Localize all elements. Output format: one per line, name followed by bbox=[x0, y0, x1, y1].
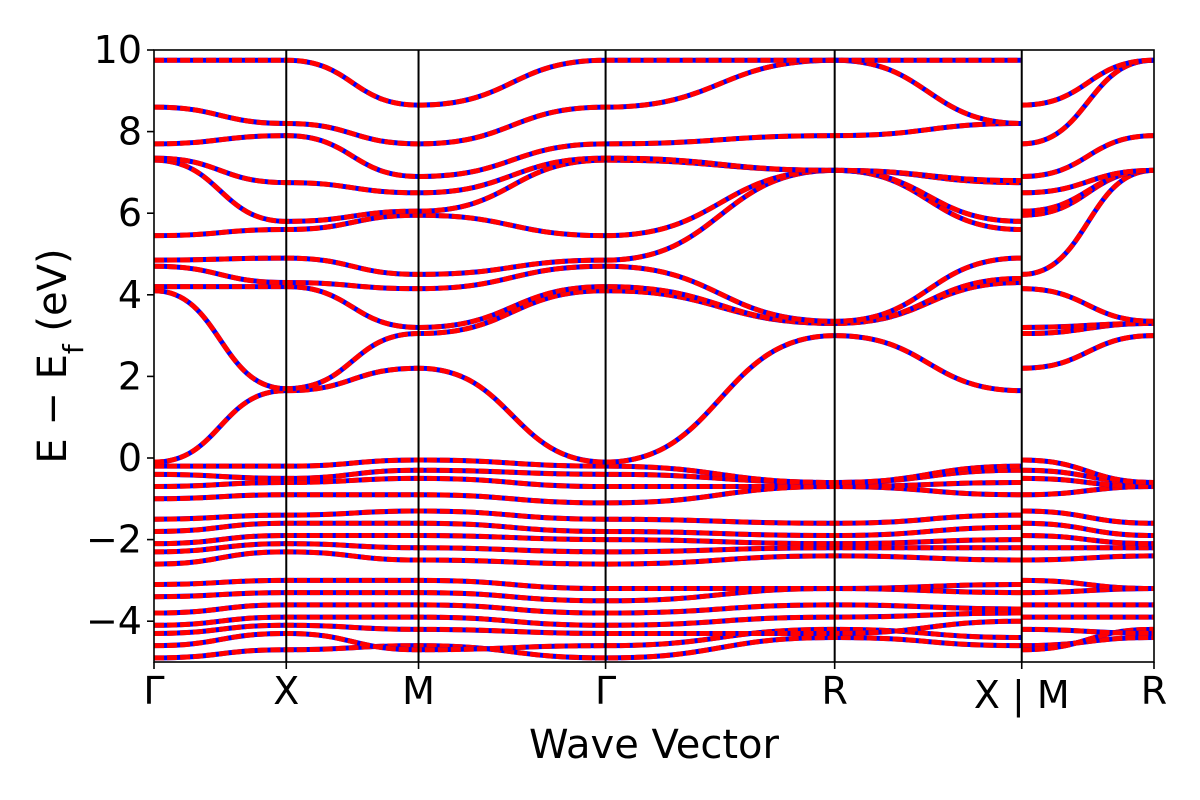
y-tick-label: 4 bbox=[118, 273, 142, 317]
kpoint-label: Γ bbox=[143, 669, 164, 713]
x-axis-title: Wave Vector bbox=[529, 722, 780, 768]
y-tick-label: 10 bbox=[94, 28, 142, 72]
y-axis-title-main: E − E bbox=[30, 354, 76, 464]
band-7-seg-0-red bbox=[154, 549, 1022, 567]
band-6-seg-1-red bbox=[1021, 577, 1154, 592]
y-tick-label: −2 bbox=[86, 518, 142, 562]
y-tick-label: −4 bbox=[86, 599, 142, 643]
y-axis-title-subscript: f bbox=[57, 343, 90, 354]
band-15-seg-1-red bbox=[1021, 457, 1154, 485]
band-9-seg-1-red bbox=[1021, 533, 1154, 547]
y-tick-label: 0 bbox=[118, 436, 142, 480]
x-axis: Γ X M Γ R X | M R bbox=[143, 662, 1167, 718]
band-23-seg-0-red bbox=[154, 155, 1022, 196]
band-18-seg-1-red bbox=[1021, 320, 1154, 330]
y-tick-label: 2 bbox=[118, 354, 142, 398]
band-7-seg-1-red bbox=[1021, 553, 1154, 563]
kpoint-label: M bbox=[402, 669, 435, 713]
plot-frame bbox=[153, 49, 1155, 663]
high-symmetry-lines bbox=[285, 50, 1023, 662]
band-1-seg-0-red bbox=[154, 626, 1022, 653]
band-20-seg-1-red bbox=[1021, 167, 1154, 277]
kpoint-label: X | M bbox=[974, 673, 1070, 718]
band-10-seg-1-red bbox=[1021, 520, 1154, 539]
y-tick-label: 8 bbox=[118, 110, 142, 154]
y-axis-title: E − Ef (eV) bbox=[30, 248, 90, 463]
band-2-seg-1-red bbox=[1021, 626, 1154, 636]
kpoint-label: R bbox=[821, 669, 847, 713]
y-tick-label: 6 bbox=[118, 191, 142, 235]
band-16-seg-0-red bbox=[154, 333, 1022, 465]
band-19-seg-0-red bbox=[154, 255, 1022, 324]
band-26-seg-1-red bbox=[1021, 57, 1154, 108]
band-19-seg-1-red bbox=[1021, 286, 1154, 324]
kpoint-label: X bbox=[273, 669, 299, 713]
band-16-seg-1-red bbox=[1021, 333, 1154, 371]
band-24-seg-1-red bbox=[1021, 133, 1154, 179]
y-axis-title-unit: (eV) bbox=[30, 248, 76, 344]
band-1-seg-1-red bbox=[1021, 626, 1154, 653]
band-23-seg-1-red bbox=[1021, 167, 1154, 196]
band-11-seg-1-red bbox=[1021, 508, 1154, 526]
kpoint-label: R bbox=[1141, 669, 1167, 713]
y-axis: −4 −2 0 2 4 6 8 10 bbox=[86, 28, 154, 643]
band-17-seg-0-red bbox=[154, 280, 1022, 392]
band-13-seg-1-red bbox=[1021, 475, 1154, 490]
band-25-seg-1-red bbox=[1021, 57, 1154, 147]
kpoint-label: Γ bbox=[595, 669, 616, 713]
